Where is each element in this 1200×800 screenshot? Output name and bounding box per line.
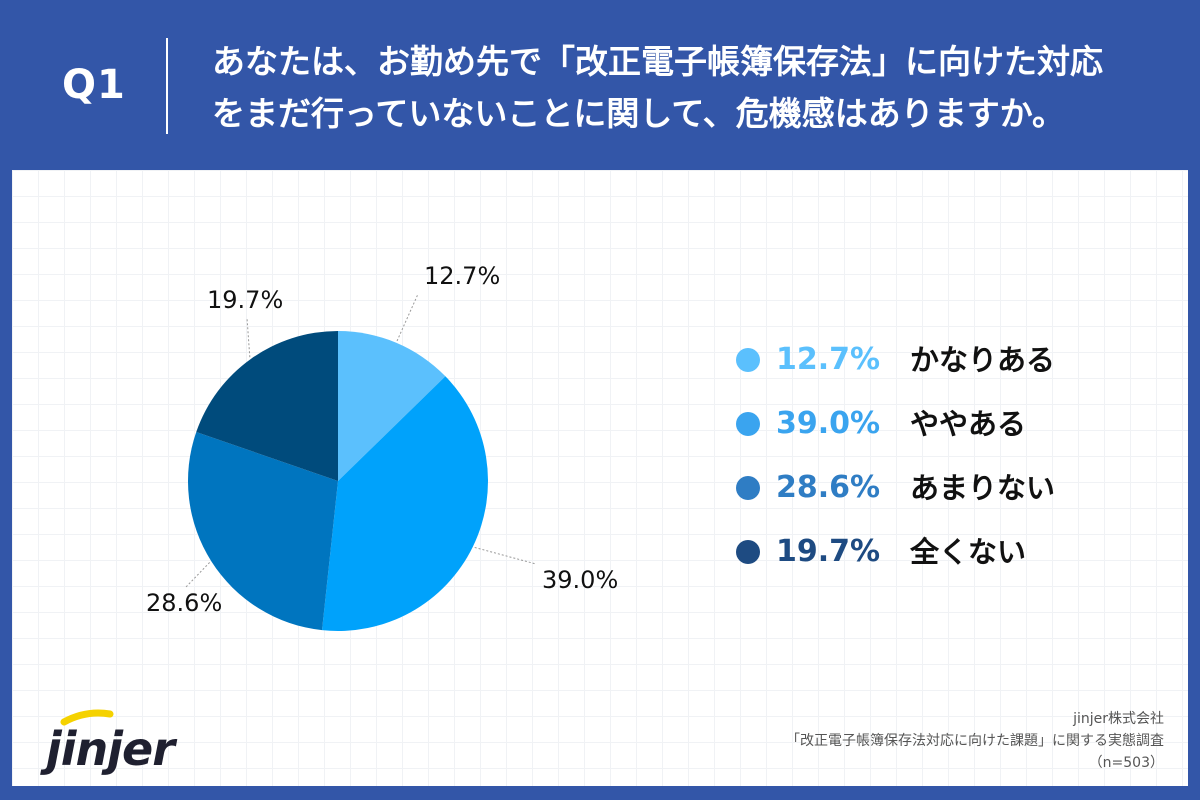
legend-dot-icon [736,348,760,372]
leader-line-4 [246,317,251,358]
credit-company: jinjer株式会社 [1073,711,1164,727]
question-line-1: あなたは、お勤め先で「改正電子帳簿保存法」に向けた対応 [212,42,1103,81]
pie-slice-1 [338,331,446,481]
legend-value: 39.0% [776,406,881,441]
question-number: Q1 [62,62,126,108]
legend-value: 19.7% [776,534,881,569]
slice-label-4: 19.7% [207,286,283,314]
leader-line-2 [474,546,537,565]
credit-sample: （n=503） [1088,755,1164,771]
logo-smile-icon [60,709,114,726]
credit-survey: 「改正電子帳簿保存法対応に向けた課題」に関する実態調査 [786,733,1164,749]
legend-dot-icon [736,540,760,564]
question-text: あなたは、お勤め先で「改正電子帳簿保存法」に向けた対応 をまだ行っていないことに… [212,36,1172,140]
legend-label: 全くない [910,535,1027,569]
pie-slice-4 [196,331,338,481]
pie-chart: 12.7% 39.0% 28.6% 19.7% [146,262,618,631]
legend-label: あまりない [910,471,1056,505]
leader-line-3 [185,562,211,588]
slice-label-2: 39.0% [542,566,618,594]
legend-value: 28.6% [776,470,881,505]
slice-label-3: 28.6% [146,589,222,617]
pie-slice-3 [188,431,338,631]
header-divider [166,38,168,134]
legend-label: かなりある [910,343,1056,377]
question-header: Q1 あなたは、お勤め先で「改正電子帳簿保存法」に向けた対応 をまだ行っていない… [0,0,1200,170]
legend-dot-icon [736,476,760,500]
slice-label-1: 12.7% [424,262,500,290]
logo-text: jinjer [46,722,175,776]
jinjer-logo: jinjer [38,708,188,778]
credit: jinjer株式会社 「改正電子帳簿保存法対応に向けた課題」に関する実態調査 （… [786,708,1164,774]
legend-dot-icon [736,412,760,436]
question-line-2: をまだ行っていないことに関して、危機感はありますか。 [212,94,1066,133]
leader-line-1 [396,293,419,342]
legend-label: ややある [910,407,1027,441]
legend-value: 12.7% [776,342,881,377]
chart-panel: 12.7% 39.0% 28.6% 19.7% 12.7% かなりある 39.0% ややある… [12,170,1188,786]
pie-slice-2 [322,376,488,631]
